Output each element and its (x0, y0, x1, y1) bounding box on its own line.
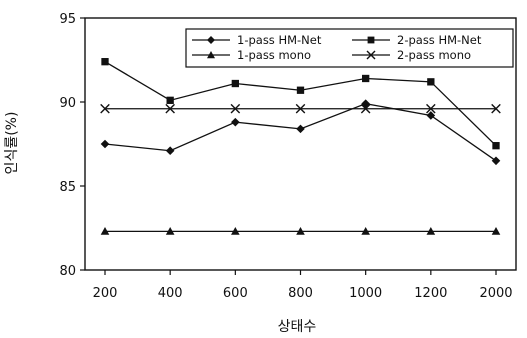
legend-label: 2-pass HM-Net (397, 33, 482, 47)
legend-label: 2-pass mono (397, 48, 471, 62)
data-point (296, 227, 305, 235)
data-point (100, 227, 110, 235)
data-point (230, 103, 241, 114)
x-tick-label: 1200 (414, 286, 447, 301)
data-point (231, 227, 240, 235)
x-tick-label: 800 (288, 286, 313, 301)
data-point (165, 103, 175, 114)
y-tick-label: 95 (59, 12, 76, 27)
series-1-pass-hm-net (100, 99, 501, 166)
x-tick-label: 400 (158, 286, 183, 301)
legend-label: 1-pass mono (237, 48, 311, 62)
series-2-pass-hm-net (101, 58, 500, 150)
data-point (426, 111, 436, 120)
data-point (491, 103, 501, 114)
y-axis-title: 인식률(%) (4, 112, 20, 175)
data-point (492, 142, 500, 150)
data-point (426, 227, 436, 235)
x-tick-label: 2000 (479, 286, 512, 301)
data-point (231, 79, 239, 88)
data-point (426, 103, 436, 114)
x-tick-label: 600 (223, 286, 248, 301)
data-point (296, 86, 305, 94)
data-point (231, 117, 240, 127)
legend-box (185, 28, 514, 68)
y-tick-label: 80 (59, 264, 76, 279)
data-point (165, 146, 175, 156)
data-point (100, 103, 110, 114)
legend-item: 2-pass mono (352, 48, 471, 62)
legend-item: 2-pass HM-Net (352, 33, 482, 47)
x-axis-title: 상태수 (278, 319, 317, 335)
data-point (491, 156, 501, 166)
series-2-pass-mono (100, 103, 501, 114)
data-point (165, 227, 175, 235)
legend-item: 1-pass HM-Net (192, 33, 322, 47)
data-point (491, 227, 501, 235)
series-1-pass-mono (100, 227, 501, 235)
legend-marker (207, 51, 215, 59)
data-point (166, 96, 174, 104)
data-point (427, 78, 435, 86)
x-tick-label: 1000 (349, 286, 382, 301)
legend-marker (366, 50, 376, 60)
data-point (100, 139, 110, 149)
data-point (296, 124, 305, 134)
data-point (362, 74, 370, 83)
legend-item: 1-pass mono (192, 48, 311, 62)
legend-marker (207, 36, 215, 44)
series-layer (100, 58, 501, 235)
y-axis: 80 85 90 95 (59, 12, 85, 279)
data-point (295, 103, 306, 114)
y-tick-label: 85 (59, 180, 76, 195)
legend-marker (367, 36, 375, 44)
legend-label: 1-pass HM-Net (237, 33, 322, 47)
data-point (360, 103, 371, 114)
x-tick-label: 200 (93, 286, 118, 301)
data-point (101, 58, 109, 66)
y-tick-label: 90 (59, 96, 76, 111)
x-axis: 200 400 600 800 1000 1200 2000 (93, 270, 513, 301)
data-point (361, 227, 370, 235)
legend: 1-pass HM-Net 2-pass HM-Net 1-pass mono 2-p… (185, 28, 514, 68)
